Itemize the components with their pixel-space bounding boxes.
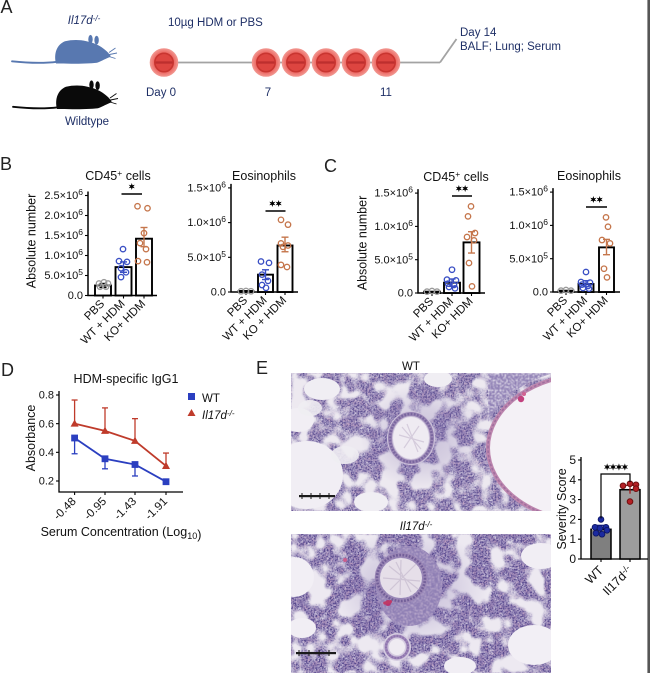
svg-text:1.0×106: 1.0×106 xyxy=(374,218,413,233)
svg-text:0.0: 0.0 xyxy=(398,288,413,300)
svg-text:HDM-specific IgG1: HDM-specific IgG1 xyxy=(74,372,179,386)
svg-text:E: E xyxy=(256,358,268,378)
svg-text:Il17d-/-: Il17d-/- xyxy=(400,520,433,533)
svg-text:0.0: 0.0 xyxy=(211,287,226,299)
svg-text:2.0×106: 2.0×106 xyxy=(44,207,83,222)
svg-text:7: 7 xyxy=(265,87,271,99)
svg-text:B: B xyxy=(0,154,12,174)
svg-text:0.0: 0.0 xyxy=(533,287,548,299)
svg-text:1.0×106: 1.0×106 xyxy=(509,217,548,232)
svg-text:Wildtype: Wildtype xyxy=(65,116,109,128)
svg-text:3: 3 xyxy=(569,493,576,507)
svg-text:4: 4 xyxy=(569,473,576,487)
svg-text:Eosinophils: Eosinophils xyxy=(557,169,621,183)
svg-text:0.2: 0.2 xyxy=(39,476,54,488)
svg-text:0.4: 0.4 xyxy=(39,447,54,459)
svg-text:Absolute number: Absolute number xyxy=(356,196,370,291)
svg-text:0.0: 0.0 xyxy=(68,290,83,302)
svg-text:1.5×106: 1.5×106 xyxy=(509,184,548,199)
svg-text:Day 0: Day 0 xyxy=(146,87,176,99)
svg-text:Severity Score: Severity Score xyxy=(555,468,569,549)
svg-text:Absolute number: Absolute number xyxy=(25,194,39,289)
svg-text:10µg HDM or PBS: 10µg HDM or PBS xyxy=(168,17,263,29)
svg-text:Serum Concentration (Log10): Serum Concentration (Log10) xyxy=(41,525,202,542)
svg-text:0.6: 0.6 xyxy=(39,418,54,430)
svg-text:0.8: 0.8 xyxy=(39,390,54,402)
svg-text:11: 11 xyxy=(380,87,392,99)
svg-text:5.0×105: 5.0×105 xyxy=(187,249,226,264)
svg-text:5: 5 xyxy=(569,453,576,467)
svg-text:1.5×106: 1.5×106 xyxy=(44,227,83,242)
svg-text:Il17d-/-: Il17d-/- xyxy=(202,409,235,422)
svg-text:WT: WT xyxy=(402,361,420,373)
svg-text:D: D xyxy=(1,360,14,380)
svg-text:1.0×106: 1.0×106 xyxy=(187,214,226,229)
svg-text:A: A xyxy=(1,0,13,17)
svg-text:Day 14: Day 14 xyxy=(460,27,497,39)
svg-text:BALF; Lung; Serum: BALF; Lung; Serum xyxy=(460,41,561,53)
svg-text:1.0×106: 1.0×106 xyxy=(44,247,83,262)
svg-text:1.5×106: 1.5×106 xyxy=(374,185,413,200)
svg-text:Il17d-/-: Il17d-/- xyxy=(68,14,101,27)
svg-text:5.0×105: 5.0×105 xyxy=(509,250,548,265)
svg-text:Eosinophils: Eosinophils xyxy=(232,169,296,183)
svg-text:WT: WT xyxy=(202,393,220,405)
svg-text:2.5×106: 2.5×106 xyxy=(44,187,83,202)
svg-text:1: 1 xyxy=(569,532,576,546)
svg-text:CD45+ cells: CD45+ cells xyxy=(423,169,488,184)
svg-text:2: 2 xyxy=(569,512,576,526)
svg-text:0: 0 xyxy=(569,552,576,566)
svg-text:5.0×105: 5.0×105 xyxy=(44,267,83,282)
svg-text:Absorbance: Absorbance xyxy=(24,405,38,472)
svg-text:C: C xyxy=(324,156,337,176)
svg-text:CD45+ cells: CD45+ cells xyxy=(85,168,150,183)
svg-text:1.5×106: 1.5×106 xyxy=(187,180,226,195)
svg-text:5.0×105: 5.0×105 xyxy=(374,251,413,266)
